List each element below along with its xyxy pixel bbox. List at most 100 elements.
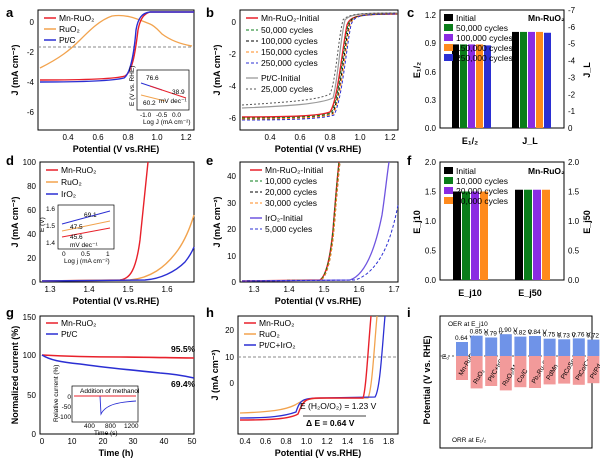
legend-e-0: Mn-RuO₂-Initial [265, 165, 323, 175]
xtick-e-3: 1.6 [353, 285, 365, 294]
ytick-c-2: 0.6 [425, 68, 437, 77]
axes-frame-f [439, 161, 565, 281]
inset-g-xlabel: Time (s) [94, 430, 118, 437]
title-f: Mn-RuO₂ [528, 166, 565, 176]
cat-i-9: Pt/Pd [589, 363, 600, 381]
value-i-7: 0.73 V [557, 332, 576, 339]
ytick-b-0: 0 [232, 18, 237, 27]
legend-d-1: RuO₂ [61, 177, 82, 187]
ytick-a-1: -2 [27, 48, 35, 57]
bar-f-0-3 [480, 191, 488, 280]
legend-c-swatch-4 [444, 54, 453, 61]
xtick-e-4: 1.7 [388, 285, 400, 294]
bar-i-oer-7 [558, 339, 571, 356]
annotation-h-1: Δ E = 0.64 V [306, 418, 355, 428]
ytick-f-right-4: 2.0 [568, 158, 580, 167]
value-i-9: 0.72 V [586, 333, 600, 340]
cat-c-1: J_L [522, 136, 538, 146]
bar-c-e12-1 [460, 44, 467, 128]
legend-c-3: 150,000 cycles [456, 43, 513, 53]
legend-g-1: Pt/C [61, 329, 78, 339]
ytick-g-2: 100 [23, 351, 37, 360]
value-i-2: 0.79 V [484, 331, 503, 338]
ytick-f-right-2: 1.0 [568, 217, 580, 226]
value-i-1: 0.85 V [470, 329, 489, 336]
xtick-h-2: 0.8 [280, 437, 292, 446]
bar-c-jl-2 [528, 31, 535, 129]
xtick-g-3: 30 [129, 437, 138, 446]
bar-i-orr-7 [558, 356, 571, 384]
ylabel-c-right: J_L [582, 62, 592, 78]
ytick-c-right-0: 0 [568, 124, 573, 133]
xtick-b-2: 0.8 [324, 133, 336, 142]
xtick-g-0: 0 [40, 437, 45, 446]
legend-h-0: Mn-RuO₂ [259, 318, 294, 328]
series-h-mnruo2 [239, 315, 372, 421]
ytick-d-3: 60 [27, 206, 36, 215]
inset-d-val-1: 47.5 [70, 224, 83, 231]
inset-g-yt0: 0 [67, 394, 71, 401]
inset-a-val-2: 60.2 [143, 100, 156, 107]
xtick-e-2: 1.5 [318, 285, 330, 294]
ytick-d-2: 40 [27, 230, 36, 239]
legend-a-0: Mn-RuO₂ [59, 13, 94, 23]
xtick-a-4: 1.2 [180, 133, 192, 142]
ytick-h-0: 20 [225, 326, 234, 335]
bar-i-oer-3 [499, 334, 512, 356]
value-i-6: 0.75 V [543, 332, 562, 339]
panel-label-h: h [206, 305, 214, 320]
bar-i-orr-3 [499, 356, 512, 391]
inset-a-unit: mV dec⁻¹ [159, 98, 187, 105]
annotation-h-0: E (H₂O/O₂) = 1.23 V [300, 401, 377, 411]
inset-g-xt0: 400 [84, 423, 95, 430]
panel-label-a: a [6, 5, 14, 20]
series-d-ruo2 [41, 214, 195, 282]
legend-e-5: 5,000 cycles [265, 224, 312, 234]
ytick-c-right-2: -2 [568, 90, 576, 99]
ytick-e-4: 40 [227, 172, 236, 181]
ylabel-e: J (mA cm⁻²) [212, 197, 222, 248]
legend-b-5: Pt/C-Initial [261, 73, 300, 83]
legend-i-top: OER at E_j10 [448, 321, 488, 328]
inset-d-xt1: 0.5 [81, 251, 90, 258]
bar-f-0-0 [453, 191, 461, 280]
ytick-d-1: 20 [27, 254, 36, 263]
inset-d-yt1: 1.5 [46, 223, 55, 230]
bar-i-orr-4 [514, 356, 527, 388]
inset-a-xt2: 0.0 [172, 112, 181, 119]
ylabel-f-right: E_j50 [582, 210, 592, 234]
legend-b-3: 150,000 cycles [261, 47, 318, 57]
inset-d-val-0: 69.1 [84, 212, 97, 219]
bar-f-1-3 [542, 189, 550, 280]
ytick-f-right-3: 1.5 [568, 188, 580, 197]
inset-d-ylabel: E (V) [39, 217, 46, 232]
legend-e-2: 20,000 cycles [265, 187, 317, 197]
bar-i-oer-4 [514, 336, 527, 356]
panel-label-g: g [6, 305, 14, 320]
legend-f-swatch-0 [444, 167, 453, 174]
legend-h-1: RuO₂ [259, 329, 280, 339]
xtick-g-5: 50 [188, 437, 197, 446]
inset-g-yt2: -100 [58, 414, 71, 421]
legend-f-3: 30,000 cycles [456, 196, 508, 206]
xtick-a-2: 0.8 [122, 133, 134, 142]
ytick-f-right-1: 0.5 [568, 247, 580, 256]
bar-i-orr-9 [587, 356, 600, 384]
legend-g-0: Mn-RuO₂ [61, 318, 96, 328]
legend-e-1: 10,000 cycles [265, 176, 317, 186]
series-b-ptc-initial [241, 12, 399, 109]
inset-a-val-1: 38.9 [172, 89, 185, 96]
series-e-5000 [241, 204, 399, 282]
axes-frame-h [237, 315, 399, 435]
ylabel-b: J (mA cm⁻²) [212, 45, 222, 96]
ytick-h-2: 0 [230, 379, 235, 388]
ytick-g-3: 150 [23, 313, 37, 322]
xtick-h-1: 0.6 [260, 437, 272, 446]
inset-g-curve [74, 395, 137, 416]
value-i-0: 0.64 V [455, 335, 474, 342]
bar-i-oer-5 [529, 336, 541, 356]
xtick-a-1: 0.6 [92, 133, 104, 142]
legend-c-1: 50,000 cycles [456, 23, 508, 33]
bar-c-jl-4 [544, 32, 551, 128]
xlabel-g: Time (h) [99, 448, 134, 458]
